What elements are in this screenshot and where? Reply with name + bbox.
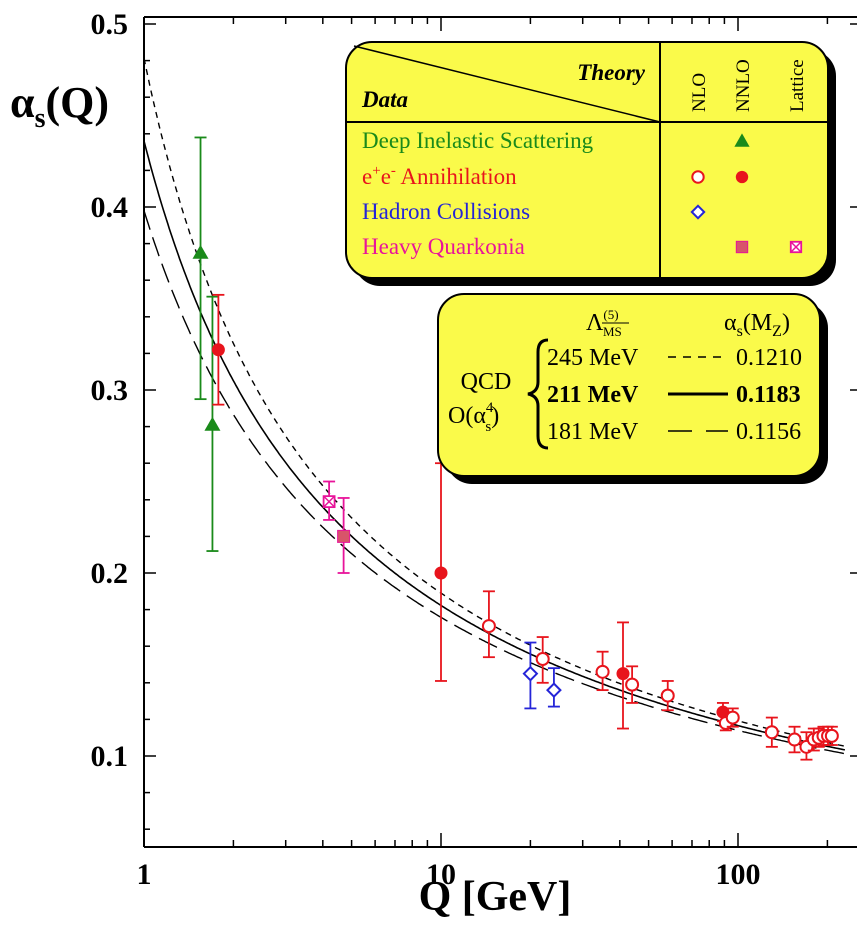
x-axis-title: Q [GeV] xyxy=(419,874,572,920)
series-heavy-quarkonia-lattice xyxy=(322,480,336,521)
data-point xyxy=(725,710,740,725)
legend-marker-boxed-cross xyxy=(789,240,803,254)
y-tick-label: 0.4 xyxy=(91,191,129,224)
legend-theory-header: Theory xyxy=(577,60,646,85)
series-hadron-collisions-nlo xyxy=(522,641,562,710)
data-point xyxy=(546,682,562,699)
axis-ticks xyxy=(143,17,857,847)
series-e-e-annihilation-nlo xyxy=(481,590,839,761)
qcd-brace xyxy=(527,338,549,450)
data-point xyxy=(481,619,496,634)
legend-columns: NLO NNLO Lattice xyxy=(689,59,808,112)
legend-data-header: Data xyxy=(361,87,408,112)
legend-marker-filled-circle xyxy=(735,170,749,184)
legend-row-label: e+e- Annihilation xyxy=(362,163,517,189)
data-point xyxy=(535,652,550,667)
y-tick-labels: 0.1 0.2 0.3 0.4 0.5 xyxy=(91,8,129,773)
data-point xyxy=(595,664,610,679)
qcd-rows: 245 MeV 0.1210 211 MeV 0.1183 181 MeV 0.1156 xyxy=(547,345,802,445)
series-deep-inelastic-scattering-nnlo xyxy=(192,136,221,552)
legend-row-label: Heavy Quarkonia xyxy=(362,234,525,259)
data-point xyxy=(824,728,839,743)
legend-marker-filled-square xyxy=(735,240,749,254)
data-point xyxy=(625,677,640,692)
data-point xyxy=(192,244,209,259)
legend-row-label: Deep Inelastic Scattering xyxy=(362,128,594,153)
qcd-lambda-value: 211 MeV xyxy=(547,382,639,408)
legend-column-lattice: Lattice xyxy=(787,59,808,112)
qcd-legend-box: Λ(5) MS αs(MZ) QCD O(α4 s) 245 MeV 0.12102… xyxy=(437,293,828,484)
x-tick-labels: 1 10 100 xyxy=(137,858,761,891)
series-heavy-quarkonia-nnlo xyxy=(337,497,351,574)
lambda-header: Λ(5) xyxy=(586,307,619,336)
data-point xyxy=(764,725,779,740)
legend-column-nlo: NLO xyxy=(689,73,710,112)
y-axis-title: αs(Q) xyxy=(10,78,109,134)
y-tick-label: 0.5 xyxy=(91,8,129,41)
legend-marker-open-diamond xyxy=(690,204,706,220)
qcd-lambda-value: 245 MeV xyxy=(547,345,639,371)
data-point xyxy=(660,688,675,703)
data-point xyxy=(616,667,630,681)
legend-marker-open-circle xyxy=(691,170,705,184)
legend-row-label: Hadron Collisions xyxy=(362,199,530,224)
data-point xyxy=(211,343,225,357)
data-point xyxy=(204,416,221,431)
x-tick-label: 1 xyxy=(137,858,152,891)
qcd-lambda-value: 181 MeV xyxy=(547,419,639,445)
qcd-alpha-value: 0.1156 xyxy=(736,419,801,445)
data-point xyxy=(322,495,336,509)
data-points xyxy=(192,136,839,761)
qcd-alpha-value: 0.1183 xyxy=(736,382,801,408)
qcd-alpha-value: 0.1210 xyxy=(736,345,802,371)
y-tick-label: 0.3 xyxy=(91,374,129,407)
x-tick-label: 100 xyxy=(716,858,761,891)
data-point xyxy=(434,566,448,580)
order-label: O(α4 s) xyxy=(448,400,499,435)
legend-rows: Deep Inelastic Scattering e+e- Annihilati… xyxy=(362,128,803,259)
legend-column-nnlo: NNLO xyxy=(733,59,754,112)
alpha-mz-header: αs(MZ) xyxy=(724,310,790,340)
y-tick-label: 0.2 xyxy=(91,557,129,590)
data-point xyxy=(787,732,802,747)
qcd-label: QCD xyxy=(461,369,512,395)
y-tick-label: 0.1 xyxy=(91,740,129,773)
x-tick-label: 10 xyxy=(426,858,456,891)
legend-marker-triangle xyxy=(734,133,750,147)
lambda-header-sub: MS xyxy=(603,324,622,339)
data-point xyxy=(522,665,539,682)
legend-table: Theory Data NLO NNLO Lattice Deep Inelasti… xyxy=(345,41,836,286)
data-point xyxy=(337,529,351,543)
